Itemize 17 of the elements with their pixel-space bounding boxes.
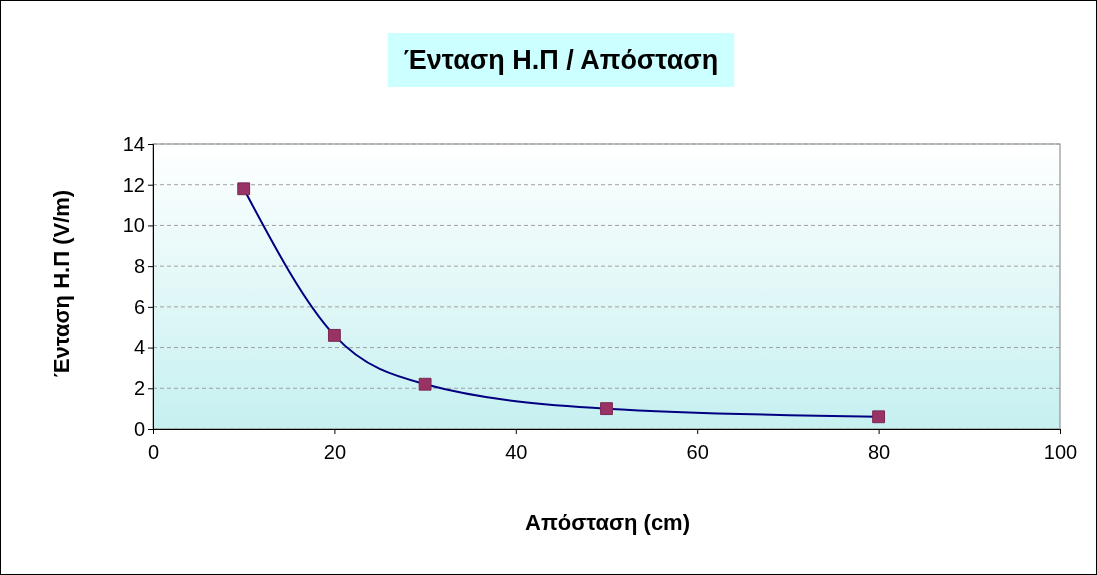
- y-tick-label: 2: [133, 377, 145, 400]
- y-tick-label: 10: [122, 214, 145, 237]
- x-tick-label: 100: [1043, 441, 1078, 463]
- y-tick-label: 4: [133, 336, 145, 359]
- x-tick-label: 60: [686, 441, 709, 463]
- y-tick-label: 0: [133, 417, 145, 440]
- x-axis-title: Απόσταση (cm): [525, 510, 690, 535]
- y-axis-title: Ένταση Η.Π (V/m): [49, 189, 74, 378]
- y-tick-label: 14: [122, 132, 145, 155]
- x-tick-label: 40: [505, 441, 528, 463]
- x-tick-label: 0: [147, 441, 160, 463]
- x-tick-label: 20: [323, 441, 347, 463]
- y-tick-label: 6: [133, 295, 145, 318]
- x-tick-label: 80: [867, 441, 891, 463]
- y-tick-label: 8: [133, 255, 145, 278]
- chart-title: Ένταση Η.Π / Απόσταση: [403, 45, 719, 75]
- y-tick-label: 12: [122, 173, 145, 196]
